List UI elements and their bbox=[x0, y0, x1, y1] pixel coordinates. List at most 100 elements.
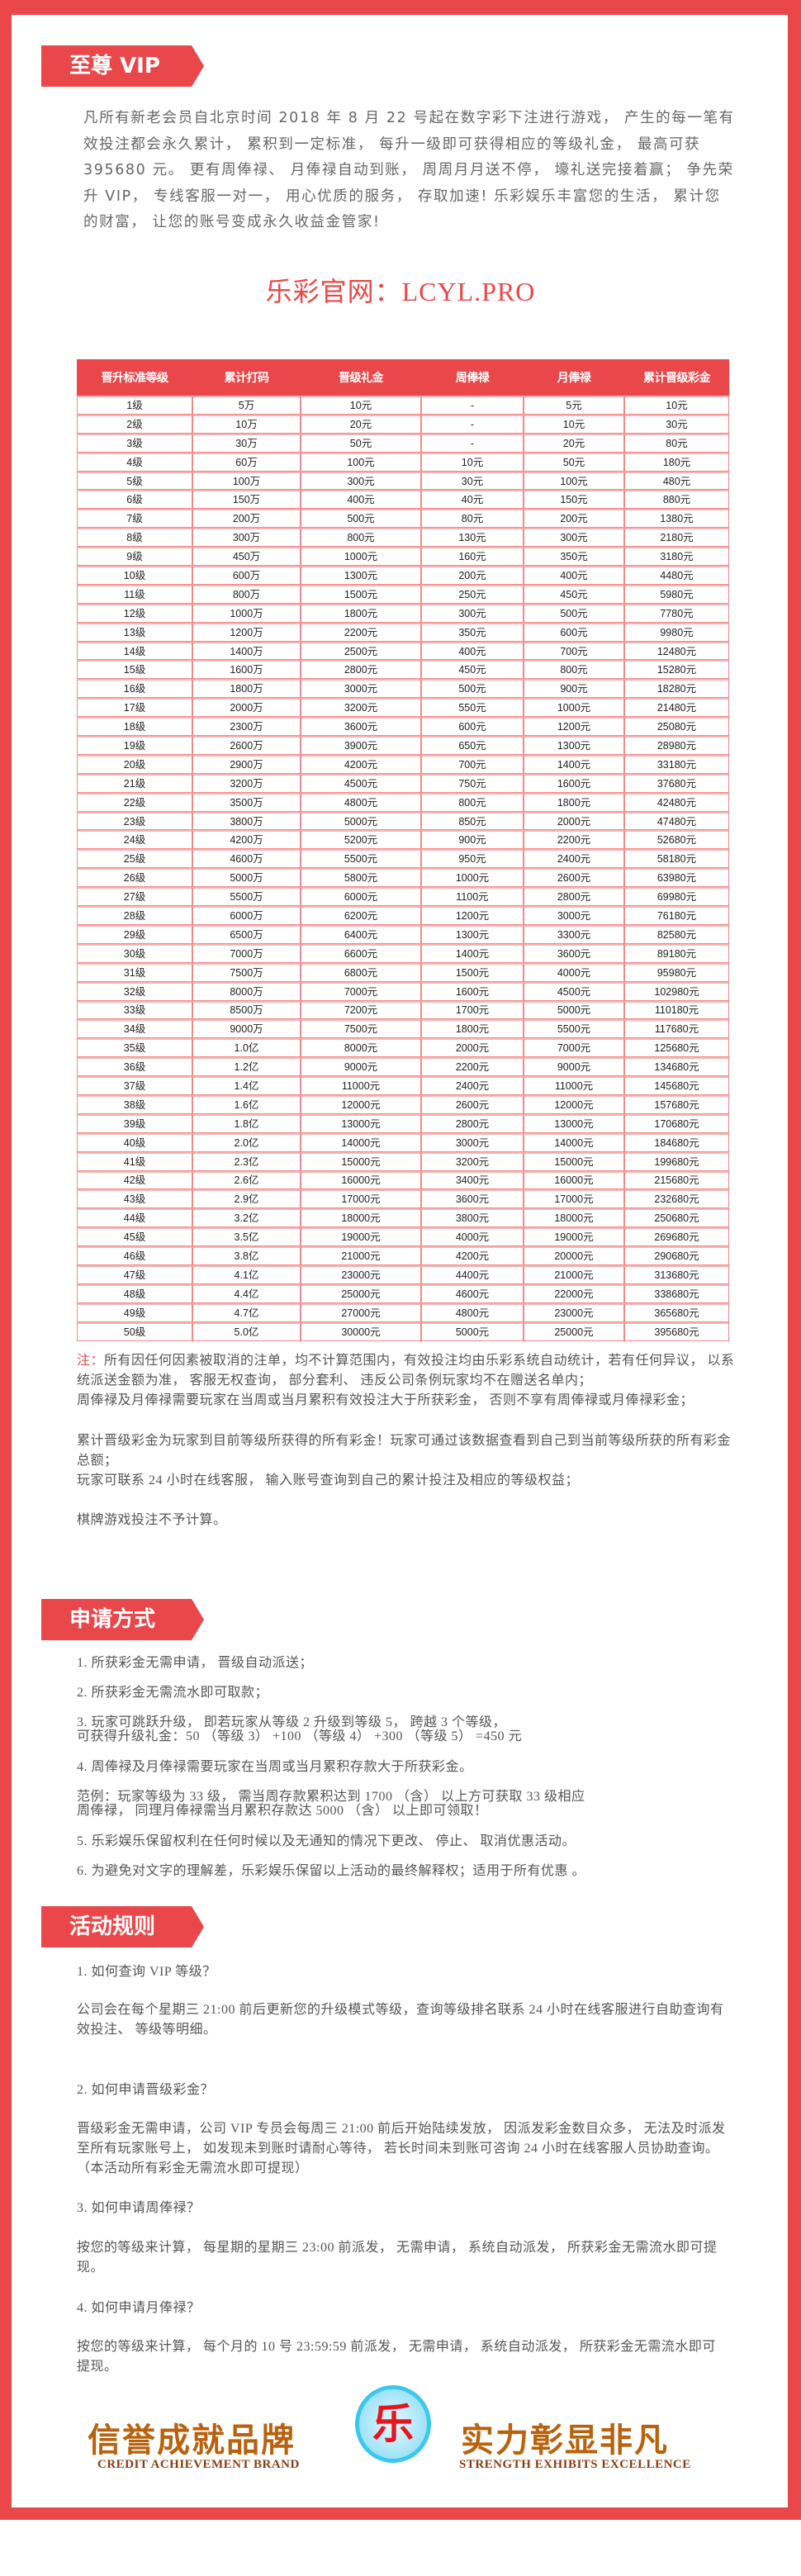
table-cell: 1600万 bbox=[192, 660, 301, 680]
table-cell: 21000元 bbox=[524, 1264, 624, 1284]
table-row: 14级 1400万 2500元 400元 700元 12480元 bbox=[77, 641, 729, 661]
table-cell: 19000元 bbox=[524, 1227, 624, 1247]
table-cell: 26级 bbox=[77, 868, 192, 888]
table-cell: 1800万 bbox=[192, 679, 301, 699]
apply-item: 6. 为避免对文字的理解差，乐彩娱乐保留以上活动的最终解释权；适用于所有优惠 。 bbox=[77, 1864, 586, 1878]
note-text: 所有因任何因素被取消的注单，均不计算范围内，有效投注均由乐彩系统自动统计，若有任… bbox=[77, 1354, 735, 1388]
table-cell: 10元 bbox=[421, 452, 524, 472]
table-cell: 1400万 bbox=[192, 641, 301, 661]
table-cell: 215680元 bbox=[624, 1170, 729, 1190]
table-cell: 19级 bbox=[77, 736, 192, 755]
table-row: 47级 4.1亿 23000元 4400元 21000元 313680元 bbox=[77, 1264, 729, 1284]
table-cell: 3500万 bbox=[192, 792, 301, 812]
table-cell: 350元 bbox=[524, 547, 624, 567]
table-cell: 5.0亿 bbox=[192, 1321, 301, 1341]
table-cell: 1300元 bbox=[524, 736, 624, 755]
table-cell: 800元 bbox=[421, 792, 524, 812]
table-cell: 5000元 bbox=[301, 811, 421, 831]
table-row: 34级 9000万 7500元 1800元 5500元 117680元 bbox=[77, 1019, 729, 1039]
table-cell: 41级 bbox=[77, 1151, 192, 1171]
table-cell: 4800元 bbox=[421, 1302, 524, 1322]
table-cell: 3000元 bbox=[421, 1132, 524, 1152]
table-row: 7级 200万 500元 80元 200元 1380元 bbox=[77, 509, 729, 529]
table-row: 23级 3800万 5000元 850元 2000元 47480元 bbox=[77, 811, 729, 831]
table-cell: 170680元 bbox=[624, 1113, 729, 1133]
table-cell: 21480元 bbox=[624, 698, 729, 718]
table-cell: 28980元 bbox=[624, 736, 729, 755]
table-cell: 145680元 bbox=[624, 1076, 729, 1095]
table-cell: 6500万 bbox=[192, 924, 301, 944]
section-banner-vip: 至尊 VIP bbox=[41, 45, 204, 87]
table-cell: 50元 bbox=[524, 452, 624, 472]
rule-answer: 公司会在每个星期三 21:00 前后更新您的升级模式等级，查询等级排名联系 24… bbox=[77, 2003, 724, 2037]
table-cell: 2.0亿 bbox=[192, 1132, 301, 1152]
rule-question: 1. 如何查询 VIP 等级？ bbox=[77, 1965, 216, 1979]
table-cell: 232680元 bbox=[624, 1189, 729, 1209]
table-cell: 13000元 bbox=[301, 1113, 421, 1133]
table-cell: 130元 bbox=[421, 528, 524, 548]
table-cell: 5800元 bbox=[301, 868, 421, 888]
table-row: 33级 8500万 7200元 1700元 5000元 110180元 bbox=[77, 1000, 729, 1020]
table-cell: 3.2亿 bbox=[192, 1208, 301, 1228]
table-cell: 45级 bbox=[77, 1227, 192, 1247]
table-cell: 1700元 bbox=[421, 1000, 524, 1020]
table-row: 35级 1.0亿 8000元 2000元 7000元 125680元 bbox=[77, 1038, 729, 1058]
table-row: 6级 150万 400元 40元 150元 880元 bbox=[77, 490, 729, 510]
table-cell: 900元 bbox=[524, 679, 624, 699]
table-cell: 450万 bbox=[192, 547, 301, 567]
table-cell: 1800元 bbox=[524, 792, 624, 812]
table-cell: 5万 bbox=[192, 396, 301, 415]
table-row: 29级 6500万 6400元 1300元 3300元 82580元 bbox=[77, 924, 729, 944]
table-cell: 5000元 bbox=[421, 1321, 524, 1341]
table-cell: 3400元 bbox=[421, 1170, 524, 1190]
table-cell: 3600元 bbox=[524, 943, 624, 963]
table-cell: 58180元 bbox=[624, 849, 729, 869]
table-row: 22级 3500万 4800元 800元 1800元 42480元 bbox=[77, 792, 729, 812]
table-cell: 23000元 bbox=[301, 1264, 421, 1284]
apply-item: 范例：玩家等级为 33 级， 需当周存款累积达到 1700 （含） 以上方可获取… bbox=[77, 1790, 585, 1804]
table-cell: 80元 bbox=[624, 433, 729, 453]
table-cell: 2900万 bbox=[192, 754, 301, 774]
table-cell: 33180元 bbox=[624, 754, 729, 774]
rule-answer: 晋级彩金无需申请，公司 VIP 专员会每周三 21:00 前后开始陆续发放， 因… bbox=[77, 2122, 726, 2175]
table-cell: 76180元 bbox=[624, 906, 729, 925]
table-cell: 13级 bbox=[77, 622, 192, 642]
table-cell: 7500万 bbox=[192, 962, 301, 982]
table-cell: 900元 bbox=[421, 830, 524, 850]
table-cell: 4.4亿 bbox=[192, 1283, 301, 1303]
table-cell: 12000元 bbox=[301, 1094, 421, 1114]
table-cell: - bbox=[421, 396, 524, 415]
table-cell: 800万 bbox=[192, 584, 301, 604]
table-cell: 18000元 bbox=[301, 1208, 421, 1228]
official-site-link[interactable]: 乐彩官网：LCYL.PRO bbox=[265, 277, 536, 306]
column-header: 晋级礼金 bbox=[301, 359, 421, 396]
apply-item: 可获得升级礼金：50 （等级 3） +100 （等级 4） +300 （等级 5… bbox=[77, 1729, 523, 1743]
table-cell: 43级 bbox=[77, 1189, 192, 1209]
apply-item: 周俸禄， 同理月俸禄需当月累积存款达 5000 （含） 以上即可领取！ bbox=[77, 1804, 488, 1818]
table-cell: 10元 bbox=[301, 396, 421, 415]
table-cell: 12级 bbox=[77, 603, 192, 623]
table-cell: 40级 bbox=[77, 1132, 192, 1152]
table-cell: 5000万 bbox=[192, 868, 301, 888]
brand-logo-icon: 乐 bbox=[355, 2385, 431, 2463]
table-cell: 40元 bbox=[421, 490, 524, 510]
table-row: 20级 2900万 4200元 700元 1400元 33180元 bbox=[77, 754, 729, 774]
table-cell: 1100元 bbox=[421, 887, 524, 907]
table-cell: 200元 bbox=[524, 509, 624, 529]
table-row: 50级 5.0亿 30000元 5000元 25000元 395680元 bbox=[77, 1321, 729, 1341]
table-cell: 1400元 bbox=[421, 943, 524, 963]
table-cell: 200万 bbox=[192, 509, 301, 529]
table-cell: 2000元 bbox=[421, 1038, 524, 1058]
table-cell: 3600元 bbox=[421, 1189, 524, 1209]
table-cell: 18000元 bbox=[524, 1208, 624, 1228]
table-cell: 290680元 bbox=[624, 1246, 729, 1265]
table-cell: 27级 bbox=[77, 887, 192, 907]
table-cell: 10元 bbox=[624, 396, 729, 415]
table-cell: 5级 bbox=[77, 471, 192, 491]
table-cell: 1800元 bbox=[301, 603, 421, 623]
table-cell: 1.6亿 bbox=[192, 1094, 301, 1114]
table-cell: 6000元 bbox=[301, 887, 421, 907]
note-text: 玩家可联系 24 小时在线客服， 输入账号查询到自己的累计投注及相应的等级权益； bbox=[77, 1473, 580, 1488]
table-cell: 52680元 bbox=[624, 830, 729, 850]
note-text: 累计晋级彩金为玩家到目前等级所获得的所有彩金！玩家可通过该数据查看到自己到当前等… bbox=[77, 1433, 732, 1468]
